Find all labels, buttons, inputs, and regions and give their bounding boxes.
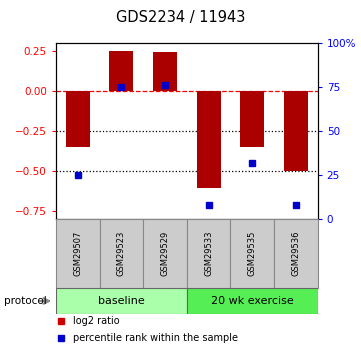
Text: protocol: protocol bbox=[4, 296, 46, 306]
Bar bbox=[187, 219, 230, 288]
Bar bbox=[143, 219, 187, 288]
Bar bbox=[56, 219, 100, 288]
Text: GSM29536: GSM29536 bbox=[291, 231, 300, 276]
Bar bbox=[230, 219, 274, 288]
Bar bbox=[66, 91, 90, 147]
Text: GSM29523: GSM29523 bbox=[117, 231, 126, 276]
Bar bbox=[187, 288, 318, 314]
Text: 20 wk exercise: 20 wk exercise bbox=[211, 296, 293, 306]
Bar bbox=[153, 52, 177, 91]
Bar bbox=[109, 51, 133, 91]
Text: GSM29533: GSM29533 bbox=[204, 231, 213, 276]
Bar bbox=[284, 91, 308, 171]
Bar bbox=[100, 219, 143, 288]
Text: log2 ratio: log2 ratio bbox=[73, 316, 119, 326]
Text: baseline: baseline bbox=[98, 296, 145, 306]
Bar bbox=[240, 91, 264, 147]
Text: GSM29535: GSM29535 bbox=[248, 231, 257, 276]
Bar bbox=[197, 91, 221, 188]
Text: GDS2234 / 11943: GDS2234 / 11943 bbox=[116, 10, 245, 25]
Bar bbox=[56, 288, 187, 314]
Text: percentile rank within the sample: percentile rank within the sample bbox=[73, 333, 238, 343]
Bar bbox=[274, 219, 318, 288]
Text: GSM29529: GSM29529 bbox=[161, 231, 170, 276]
Text: GSM29507: GSM29507 bbox=[73, 231, 82, 276]
